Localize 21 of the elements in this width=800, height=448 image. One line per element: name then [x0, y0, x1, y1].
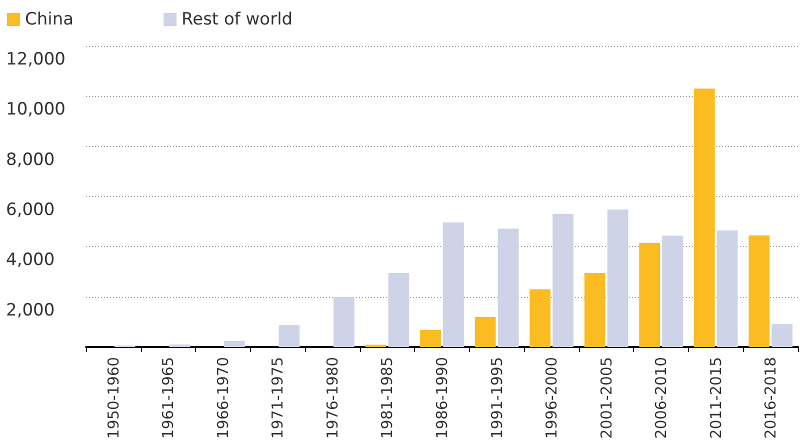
x-tick-label: 1950-1960: [104, 357, 122, 439]
legend-label: Rest of world: [182, 10, 293, 30]
x-tick-label: 1986-1990: [433, 357, 451, 439]
y-tick-label: 2,000: [6, 300, 55, 320]
y-tick-label: 10,000: [6, 100, 66, 120]
legend-label: China: [25, 10, 74, 30]
x-tick-label: 1991-1995: [488, 357, 506, 439]
x-tick-label: 2011-2015: [706, 357, 725, 439]
x-tick-label: 1981-1985: [378, 357, 396, 439]
x-tick-label: 2006-2010: [652, 357, 670, 439]
y-tick-label: 6,000: [6, 200, 55, 220]
x-tick-label: 1996-2000: [542, 357, 561, 439]
x-tick-label: 1976-1980: [323, 357, 342, 439]
y-tick-label: 12,000: [6, 50, 66, 70]
y-tick-label: 8,000: [6, 150, 55, 170]
x-tick-label: 1966-1970: [214, 357, 232, 439]
y-tick-label: 4,000: [6, 250, 55, 270]
x-tick-label: 2016-2018: [762, 357, 780, 439]
x-tick-label: 1971-1975: [268, 357, 287, 439]
x-tick-label: 1961-1965: [159, 357, 178, 439]
x-tick-label: 2001-2005: [597, 357, 616, 439]
